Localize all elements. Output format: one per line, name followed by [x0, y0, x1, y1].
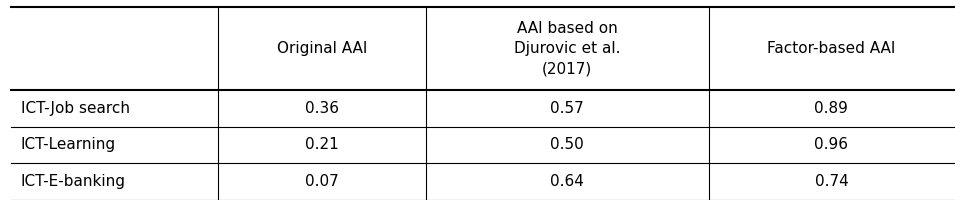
Text: 0.74: 0.74 [814, 174, 848, 189]
Text: 0.21: 0.21 [305, 137, 339, 152]
Text: ICT-Job search: ICT-Job search [20, 101, 129, 116]
Text: Original AAI: Original AAI [277, 41, 368, 56]
Text: 0.64: 0.64 [550, 174, 584, 189]
Text: 0.36: 0.36 [305, 101, 339, 116]
Text: AAI based on
Djurovic et al.
(2017): AAI based on Djurovic et al. (2017) [514, 21, 620, 76]
Text: 0.96: 0.96 [814, 137, 848, 152]
Text: 0.57: 0.57 [550, 101, 584, 116]
Text: ICT-Learning: ICT-Learning [20, 137, 116, 152]
Text: Factor-based AAI: Factor-based AAI [767, 41, 896, 56]
Text: 0.89: 0.89 [814, 101, 848, 116]
Text: 0.50: 0.50 [550, 137, 584, 152]
Text: 0.07: 0.07 [305, 174, 339, 189]
Text: ICT-E-banking: ICT-E-banking [20, 174, 125, 189]
